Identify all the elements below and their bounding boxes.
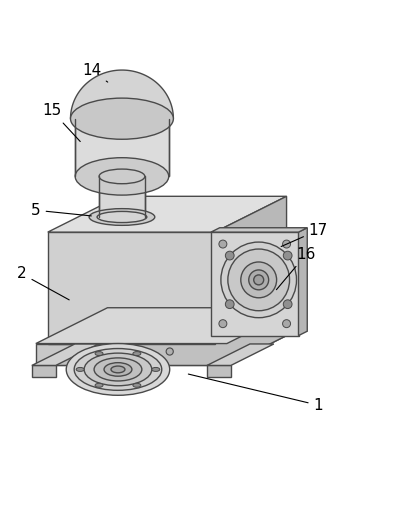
Ellipse shape — [152, 368, 160, 371]
Ellipse shape — [283, 240, 291, 248]
Polygon shape — [48, 196, 287, 232]
Polygon shape — [32, 344, 99, 366]
Ellipse shape — [111, 366, 125, 373]
Ellipse shape — [75, 100, 169, 137]
Polygon shape — [70, 70, 174, 119]
Text: 17: 17 — [281, 223, 328, 246]
Ellipse shape — [70, 98, 174, 139]
Text: 2: 2 — [17, 266, 69, 300]
Ellipse shape — [99, 169, 145, 184]
Ellipse shape — [283, 251, 292, 260]
Text: 14: 14 — [82, 63, 108, 82]
Ellipse shape — [254, 275, 264, 285]
Ellipse shape — [166, 348, 173, 355]
Ellipse shape — [225, 300, 234, 309]
Ellipse shape — [104, 362, 132, 376]
Ellipse shape — [241, 262, 277, 298]
Polygon shape — [36, 330, 298, 366]
Ellipse shape — [66, 344, 170, 395]
Polygon shape — [211, 232, 298, 335]
Polygon shape — [211, 228, 307, 232]
Polygon shape — [48, 232, 215, 344]
Ellipse shape — [221, 242, 297, 317]
Polygon shape — [207, 344, 274, 366]
Ellipse shape — [76, 368, 84, 371]
Ellipse shape — [75, 158, 169, 195]
Text: 1: 1 — [188, 374, 323, 413]
Polygon shape — [36, 344, 227, 366]
Text: 5: 5 — [31, 203, 91, 218]
Polygon shape — [215, 196, 287, 344]
Polygon shape — [75, 119, 169, 177]
Polygon shape — [298, 228, 307, 335]
Ellipse shape — [133, 352, 141, 355]
Ellipse shape — [94, 358, 142, 381]
Ellipse shape — [89, 208, 155, 225]
Polygon shape — [32, 366, 56, 377]
Ellipse shape — [249, 270, 269, 290]
Ellipse shape — [283, 319, 291, 328]
Text: 15: 15 — [42, 103, 80, 141]
Ellipse shape — [219, 240, 227, 248]
Ellipse shape — [283, 300, 292, 309]
Ellipse shape — [84, 353, 152, 386]
Ellipse shape — [219, 319, 227, 328]
Polygon shape — [227, 308, 298, 366]
Ellipse shape — [97, 211, 147, 223]
Polygon shape — [99, 177, 145, 217]
Ellipse shape — [95, 383, 103, 387]
Ellipse shape — [74, 349, 162, 390]
Polygon shape — [207, 366, 231, 377]
Ellipse shape — [225, 251, 234, 260]
Text: 16: 16 — [276, 246, 316, 290]
Ellipse shape — [95, 352, 103, 355]
Ellipse shape — [228, 249, 289, 311]
Ellipse shape — [133, 383, 141, 387]
Polygon shape — [36, 308, 298, 344]
